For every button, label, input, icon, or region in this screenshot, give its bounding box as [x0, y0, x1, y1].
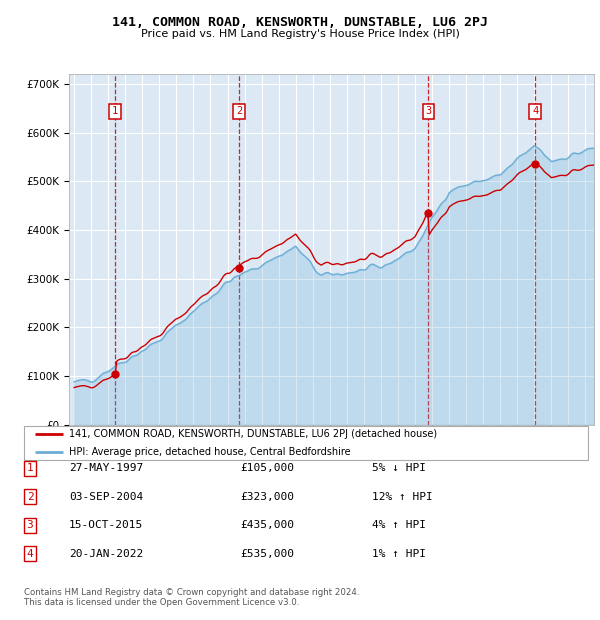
Text: Contains HM Land Registry data © Crown copyright and database right 2024.
This d: Contains HM Land Registry data © Crown c… [24, 588, 359, 607]
Text: £105,000: £105,000 [240, 463, 294, 473]
Text: £435,000: £435,000 [240, 520, 294, 530]
Text: 1: 1 [112, 106, 118, 116]
Text: 4: 4 [532, 106, 538, 116]
Text: 141, COMMON ROAD, KENSWORTH, DUNSTABLE, LU6 2PJ (detached house): 141, COMMON ROAD, KENSWORTH, DUNSTABLE, … [69, 430, 437, 440]
Text: 3: 3 [26, 520, 34, 530]
Text: £323,000: £323,000 [240, 492, 294, 502]
Text: 3: 3 [425, 106, 431, 116]
Text: 1% ↑ HPI: 1% ↑ HPI [372, 549, 426, 559]
Text: 27-MAY-1997: 27-MAY-1997 [69, 463, 143, 473]
Text: 2: 2 [26, 492, 34, 502]
Text: 15-OCT-2015: 15-OCT-2015 [69, 520, 143, 530]
Text: 2: 2 [236, 106, 242, 116]
Text: 03-SEP-2004: 03-SEP-2004 [69, 492, 143, 502]
Text: 1: 1 [26, 463, 34, 473]
Text: 4: 4 [26, 549, 34, 559]
Text: 20-JAN-2022: 20-JAN-2022 [69, 549, 143, 559]
Text: 4% ↑ HPI: 4% ↑ HPI [372, 520, 426, 530]
Text: £535,000: £535,000 [240, 549, 294, 559]
Text: 5% ↓ HPI: 5% ↓ HPI [372, 463, 426, 473]
Text: HPI: Average price, detached house, Central Bedfordshire: HPI: Average price, detached house, Cent… [69, 446, 351, 456]
Text: 141, COMMON ROAD, KENSWORTH, DUNSTABLE, LU6 2PJ: 141, COMMON ROAD, KENSWORTH, DUNSTABLE, … [112, 16, 488, 29]
FancyBboxPatch shape [24, 426, 588, 460]
Text: Price paid vs. HM Land Registry's House Price Index (HPI): Price paid vs. HM Land Registry's House … [140, 29, 460, 39]
Text: 12% ↑ HPI: 12% ↑ HPI [372, 492, 433, 502]
